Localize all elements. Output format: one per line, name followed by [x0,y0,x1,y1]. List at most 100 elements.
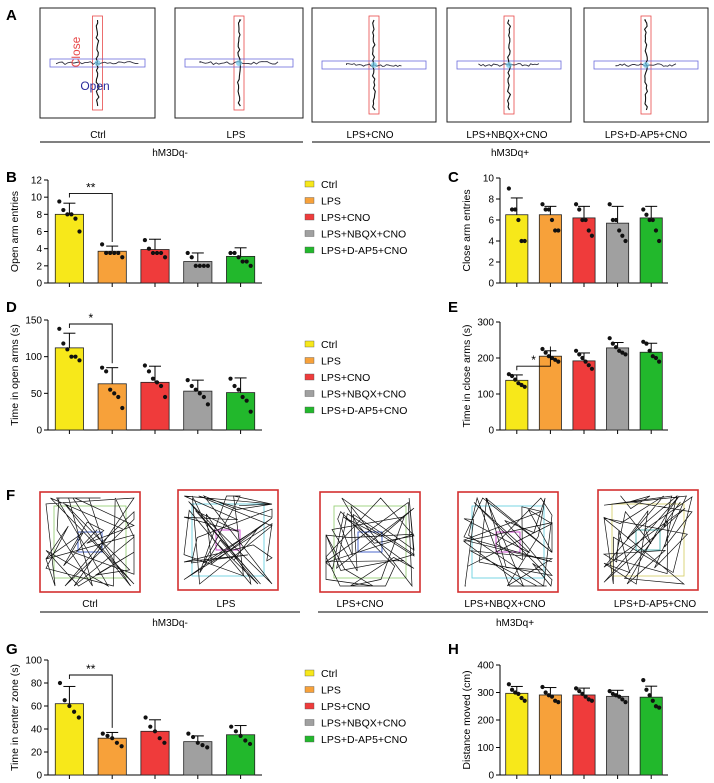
bar-2 [538,214,562,284]
data-point [142,363,148,368]
bar-1 [54,213,84,284]
data-point [641,207,646,212]
data-point [200,743,205,748]
y-tick-label: 4 [488,237,494,248]
y-tick-label: 100 [25,656,42,667]
open-field-tracks [39,489,699,593]
y-tick-label: 0 [36,771,42,782]
data-point [73,216,78,221]
y-tick-label: 8 [36,210,42,221]
y-axis-label: Open arm entries [9,191,21,272]
legend-swatch-4 [304,719,315,726]
bar-3 [140,381,170,431]
field-outer-zone [333,505,407,579]
data-point [57,326,62,331]
data-point [110,736,115,741]
data-point [105,733,110,739]
data-point [553,698,558,703]
data-point [607,689,612,694]
data-point [573,202,579,207]
data-point [205,745,210,750]
data-point [549,217,555,223]
legend-label-3: LPS+CNO [321,701,370,713]
data-point [150,376,156,381]
field-label-lps: LPS [217,599,236,610]
y-axis-label: Distance moved (cm) [461,670,473,769]
bar-2 [97,737,127,776]
data-point [162,255,168,260]
legend-label-2: LPS [321,356,341,368]
data-point [653,704,659,709]
data-point [108,250,113,256]
open-field-5 [597,489,699,591]
data-point [162,394,168,400]
plus-maze-3 [311,7,437,123]
legend-label-4: LPS+NBQX+CNO [321,229,406,241]
data-point [583,217,588,223]
data-point [623,700,628,705]
group-label-plus-a: hM3Dq+ [491,148,529,159]
field-track [183,495,273,586]
legend-label-1: Ctrl [321,339,337,351]
field-outer-zone [611,503,685,577]
data-point [69,212,74,217]
y-tick-label: 6 [36,227,42,238]
data-point [228,376,233,381]
data-point [610,217,615,223]
data-point [186,731,191,736]
legend-swatch-3 [304,373,315,381]
data-point [157,736,162,741]
bar-1 [505,214,529,284]
data-point [154,380,160,385]
data-point [205,263,210,268]
data-point [506,186,511,191]
data-point [233,729,238,734]
group-label-plus-f: hM3Dq+ [496,618,534,629]
data-point [65,212,70,217]
data-point [143,715,148,720]
data-point [553,228,558,233]
data-point [516,217,521,223]
data-point [650,354,655,359]
bar-5 [639,217,663,284]
data-point [189,383,194,389]
y-tick-label: 60 [31,702,43,713]
data-point [197,391,202,396]
open-field-4 [457,491,559,593]
panel-letter-g: G [6,641,18,658]
data-point [573,686,579,691]
data-point [540,202,545,207]
maze-center-marker [94,60,101,66]
data-point [146,369,152,374]
data-point [617,228,622,233]
chart-time-close-arms: 0 100 200 300 Time in close arms (s) * [461,318,668,437]
bar-1 [505,692,529,776]
legend-swatch-1 [304,180,315,188]
legend-swatch-1 [304,669,315,677]
data-point [243,738,248,743]
legend-label-1: Ctrl [321,668,337,680]
data-point [506,682,511,687]
data-point [623,238,628,244]
maze-frame [583,7,709,123]
data-point [201,394,206,400]
data-point [513,690,518,695]
data-point [104,369,109,374]
maze-label-lps-dap5-cno: LPS+D-AP5+CNO [605,130,687,141]
data-point [240,394,245,400]
legend-g: Ctrl LPS LPS+CNO LPS+NBQX+CNO LPS+D-AP5+CNO [304,668,407,746]
data-point [516,381,521,386]
data-point [248,409,253,414]
data-point [57,199,62,204]
data-point [158,250,164,256]
maze-frame [174,7,304,119]
field-center-zone [635,529,661,551]
chart-time-open-arms: 0 50 100 150 Time in open arms (s) * [9,311,262,437]
data-point [65,347,70,352]
data-point [244,259,249,264]
maze-center-marker [643,62,649,68]
data-point [142,237,148,243]
data-point [72,709,77,714]
data-point [577,352,582,357]
data-point [577,689,582,694]
